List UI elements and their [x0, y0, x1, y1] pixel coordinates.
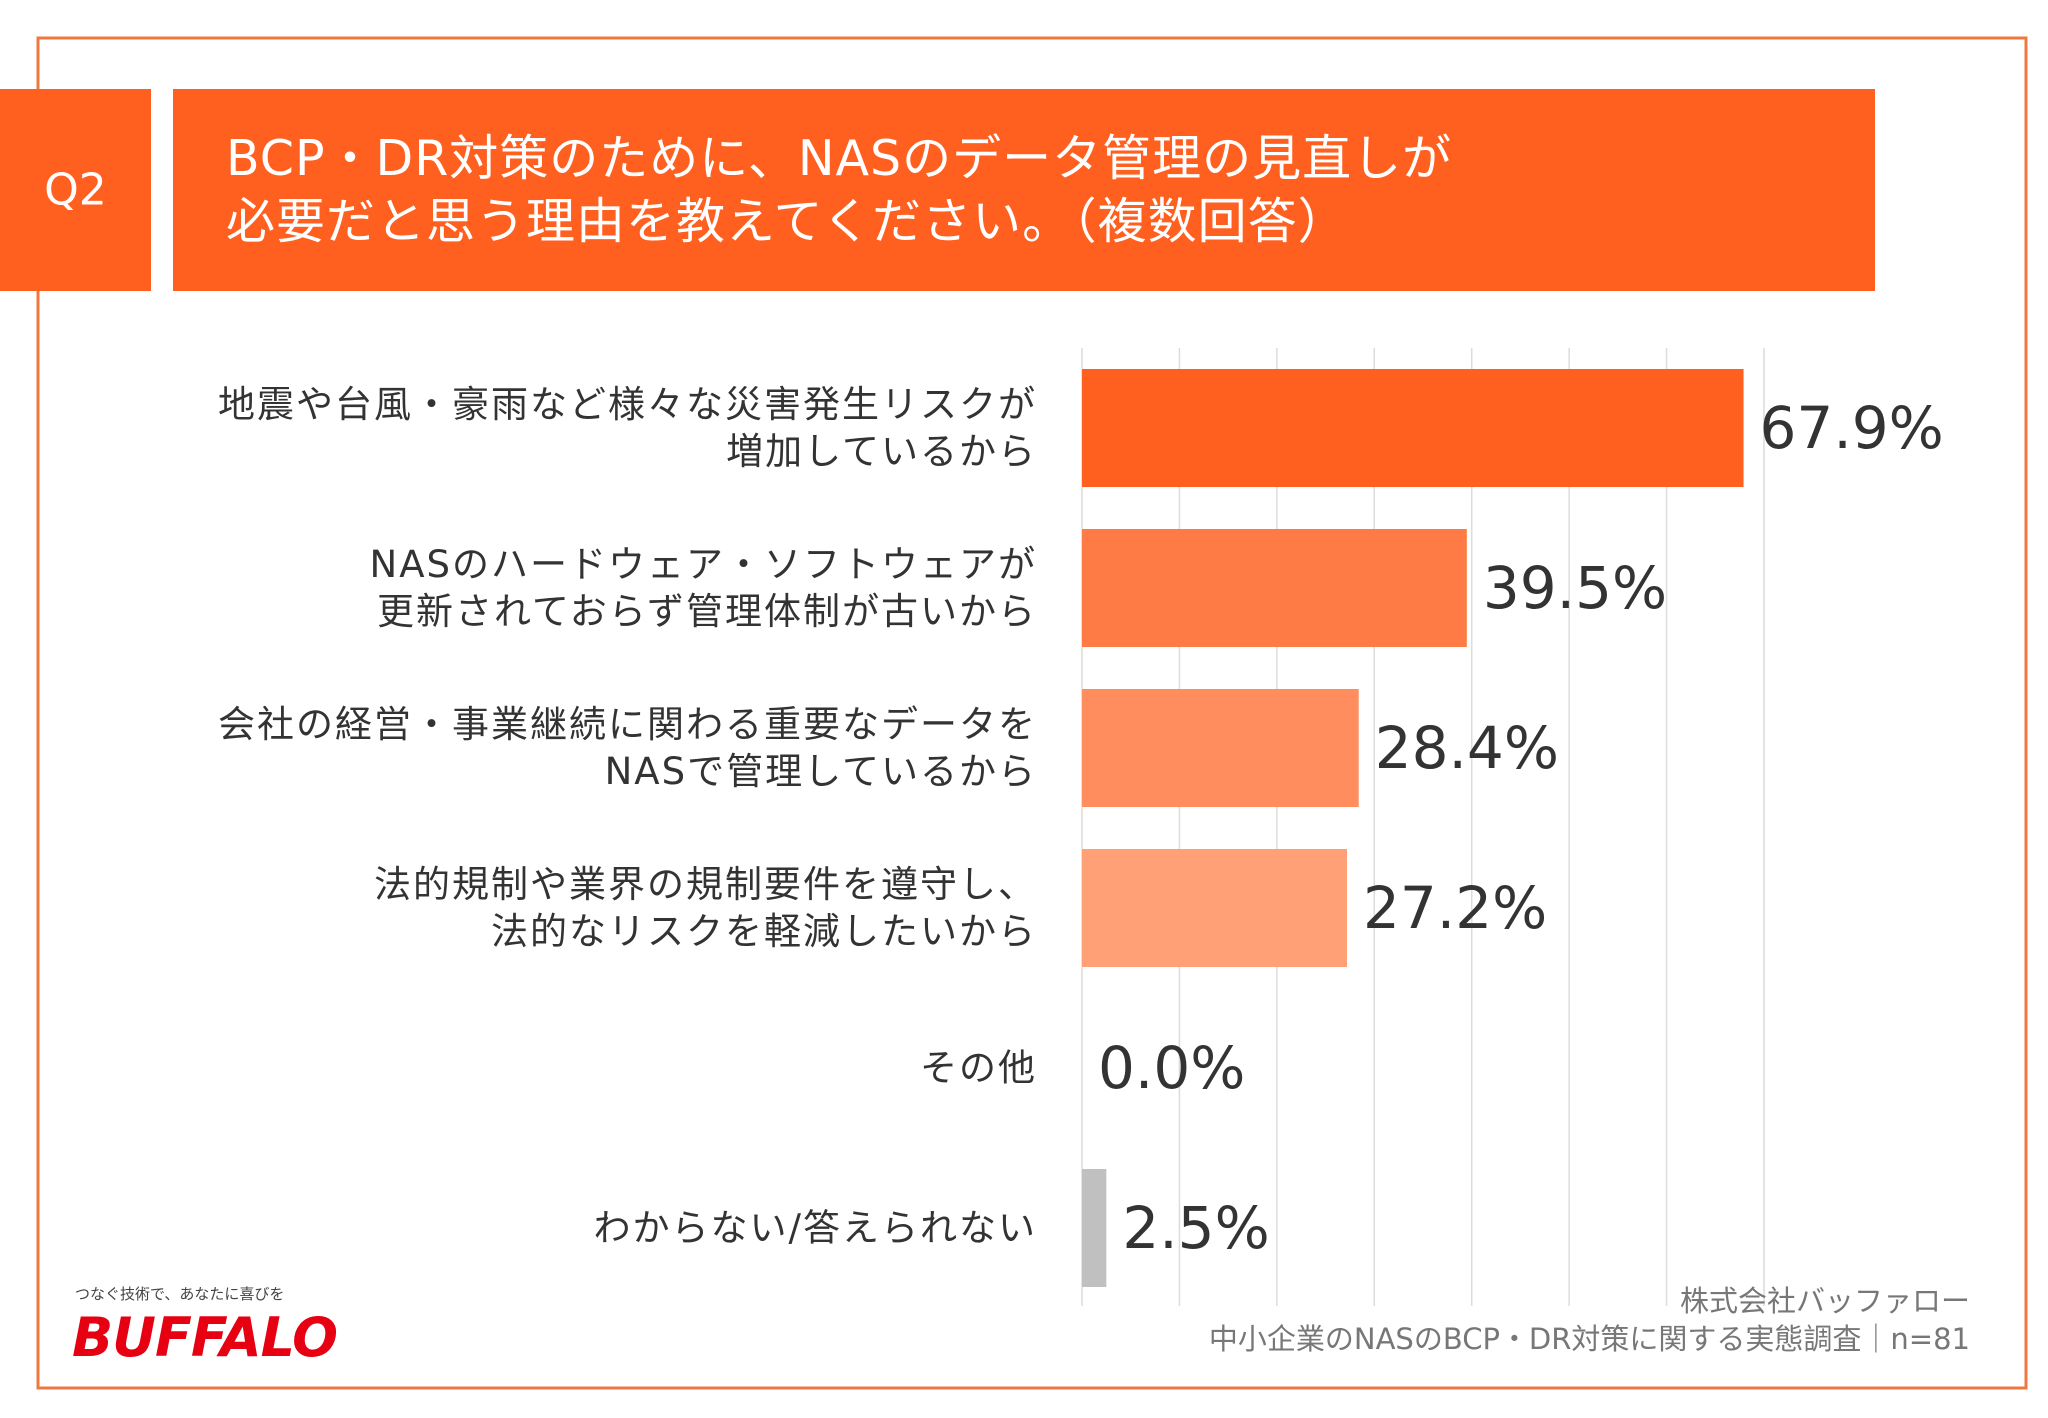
badge: Q2: [44, 164, 107, 216]
category-label: 会社の経営・事業継続に関わる重要なデータを NASで管理しているから: [218, 703, 1037, 793]
category-label: わからない/答えられない: [593, 1206, 1037, 1250]
category-label: 地震や台風・豪雨など様々な災害発生リスクが 増加しているから: [218, 383, 1037, 473]
bar: [1082, 369, 1744, 487]
title: BCP・DR対策のために、NASのデータ管理の見直しが 必要だと思う理由を教えて…: [226, 130, 1453, 250]
logo: BUFFALO: [72, 1306, 338, 1369]
frame: [36, 36, 2028, 1390]
value-label: 39.5%: [1482, 554, 1668, 622]
badge-box: [0, 89, 151, 291]
bar: [1082, 1169, 1107, 1287]
value-label: 28.4%: [1374, 714, 1559, 782]
bar: [1082, 529, 1467, 647]
source-survey: 中小企業のNASのBCP・DR対策に関する実態調査｜n=81: [1208, 1322, 1970, 1356]
category-label: 法的規制や業界の規制要件を遵守し、 法的なリスクを軽減したいから: [374, 863, 1037, 953]
logo-tagline: つなぐ技術で、あなたに喜びを: [75, 1285, 285, 1303]
source-company: 株式会社バッファロー: [1679, 1284, 1970, 1318]
category-label: その他: [920, 1046, 1037, 1090]
value-label: 67.9%: [1759, 394, 1944, 462]
value-label: 0.0%: [1098, 1034, 1246, 1102]
bar: [1082, 849, 1348, 967]
bar: [1082, 689, 1359, 807]
value-label: 2.5%: [1122, 1194, 1270, 1262]
title-box: [173, 89, 1875, 291]
category-label: NASのハードウェア・ソフトウェアが 更新されておらず管理体制が古いから: [369, 543, 1037, 633]
value-label: 27.2%: [1363, 874, 1548, 942]
